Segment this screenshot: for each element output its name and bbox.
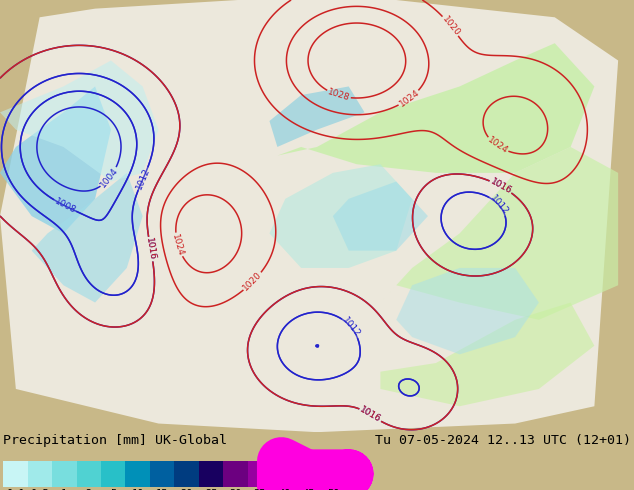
Bar: [248, 461, 272, 487]
Bar: [199, 461, 223, 487]
Text: 1016: 1016: [358, 405, 382, 424]
Text: 25: 25: [205, 489, 217, 490]
Text: 0.5: 0.5: [30, 489, 49, 490]
Bar: [126, 461, 150, 487]
Polygon shape: [380, 302, 595, 406]
Text: 2: 2: [86, 489, 92, 490]
Text: 40: 40: [278, 489, 290, 490]
Text: 35: 35: [254, 489, 266, 490]
Text: 50: 50: [327, 489, 340, 490]
Text: 20: 20: [180, 489, 193, 490]
Bar: [150, 461, 174, 487]
Text: Tu 07-05-2024 12..13 UTC (12+01): Tu 07-05-2024 12..13 UTC (12+01): [375, 434, 631, 447]
Text: 1016: 1016: [145, 237, 157, 261]
Text: 10: 10: [131, 489, 144, 490]
Text: 1008: 1008: [53, 196, 77, 215]
Text: 0.1: 0.1: [6, 489, 25, 490]
Bar: [297, 461, 321, 487]
Bar: [28, 461, 52, 487]
Polygon shape: [269, 164, 412, 268]
Bar: [101, 461, 126, 487]
Text: 1024: 1024: [171, 233, 185, 257]
Text: 1004: 1004: [99, 166, 120, 189]
Polygon shape: [380, 147, 618, 320]
Text: 15: 15: [156, 489, 169, 490]
Text: 1016: 1016: [145, 237, 157, 261]
Bar: [321, 461, 346, 487]
Bar: [77, 461, 101, 487]
Polygon shape: [396, 268, 539, 354]
Polygon shape: [0, 60, 158, 181]
Text: 1: 1: [61, 489, 67, 490]
Text: 1020: 1020: [440, 14, 462, 38]
Polygon shape: [32, 173, 143, 302]
Polygon shape: [0, 0, 618, 432]
Text: 1016: 1016: [489, 177, 513, 196]
Text: 1020: 1020: [242, 270, 264, 293]
Bar: [223, 461, 248, 487]
Polygon shape: [278, 43, 595, 173]
Bar: [272, 461, 297, 487]
Text: 1024: 1024: [486, 135, 509, 156]
Bar: [52, 461, 77, 487]
Text: 45: 45: [302, 489, 315, 490]
Text: 1028: 1028: [327, 88, 351, 103]
Polygon shape: [0, 86, 111, 233]
Text: 5: 5: [110, 489, 117, 490]
Text: Precipitation [mm] UK-Global: Precipitation [mm] UK-Global: [3, 434, 227, 447]
Bar: [3, 461, 28, 487]
Text: 30: 30: [230, 489, 242, 490]
Polygon shape: [269, 86, 365, 147]
Text: 1024: 1024: [398, 88, 421, 109]
Text: 1012: 1012: [134, 167, 152, 191]
Polygon shape: [333, 181, 428, 251]
Text: 1016: 1016: [489, 177, 513, 196]
Text: 1012: 1012: [488, 194, 510, 217]
Text: 1012: 1012: [340, 316, 362, 339]
Text: 1016: 1016: [358, 405, 382, 424]
Bar: [174, 461, 199, 487]
